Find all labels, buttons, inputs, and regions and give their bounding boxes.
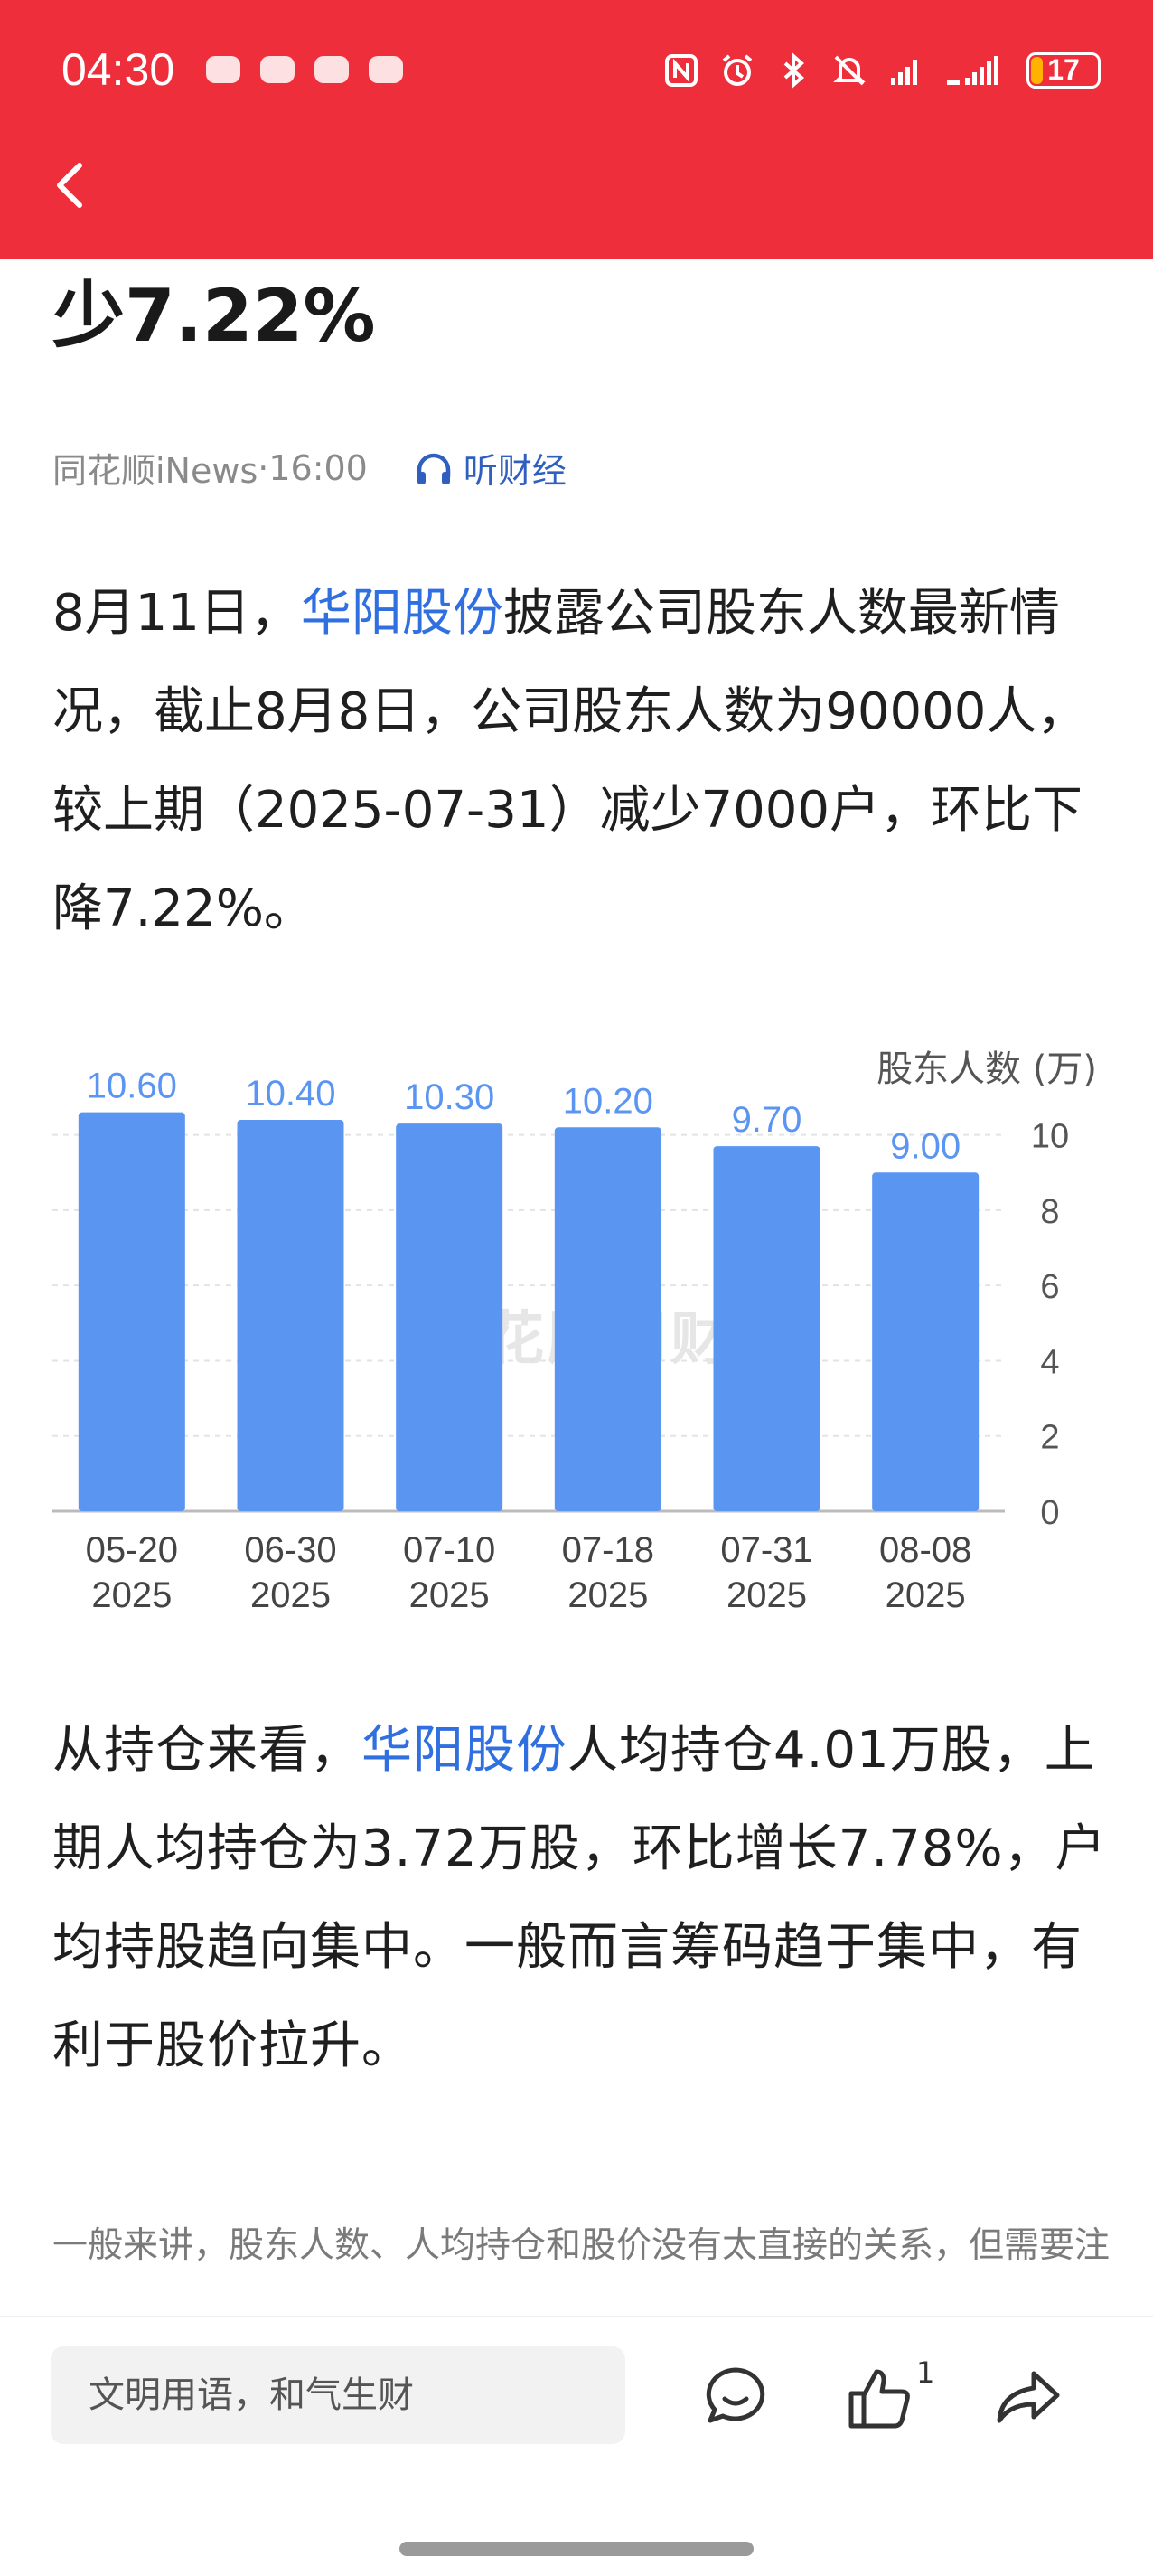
- x-tick-year: 2025: [409, 1575, 490, 1615]
- y-tick-label: 2: [1040, 1419, 1059, 1457]
- home-indicator[interactable]: [399, 2542, 754, 2556]
- share-icon[interactable]: [992, 2361, 1064, 2433]
- chart-plot: 0 2 4 6 8 10 10.60 05-20 2025 10.40 06-30 2025 10.30…: [52, 1067, 1069, 1615]
- alarm-icon: [722, 54, 753, 86]
- app-notification-icon: [314, 56, 349, 83]
- listen-finance-label: 听财经: [463, 451, 567, 491]
- x-tick-label: 06-30: [244, 1530, 336, 1570]
- article-paragraph: 从持仓来看，华阳股份人均持仓4.01万股，上期人均持仓为3.72万股，环比增长7…: [52, 1701, 1110, 2095]
- bar: [713, 1146, 820, 1511]
- y-tick-label: 6: [1040, 1268, 1059, 1306]
- like-icon[interactable]: [844, 2361, 916, 2433]
- x-tick-year: 2025: [726, 1575, 807, 1615]
- y-tick-label: 0: [1040, 1494, 1059, 1532]
- x-tick-label: 07-18: [562, 1530, 654, 1570]
- x-tick-year: 2025: [250, 1575, 331, 1615]
- battery-icon: 17: [1026, 52, 1101, 89]
- bottom-action-bar: 文明用语，和气生财 1: [0, 2316, 1153, 2576]
- mute-icon: [833, 55, 866, 86]
- listen-finance-button[interactable]: 听财经: [415, 443, 567, 493]
- back-chevron-icon[interactable]: [45, 158, 99, 212]
- bar-value-label: 10.60: [87, 1067, 177, 1106]
- signal-5g-icon: [947, 56, 998, 85]
- comment-input[interactable]: 文明用语，和气生财: [51, 2346, 625, 2444]
- battery-percent: 17: [1047, 53, 1080, 86]
- y-tick-label: 4: [1040, 1343, 1059, 1381]
- paragraph-text: 从持仓来看，: [52, 1721, 361, 1780]
- bar: [78, 1112, 185, 1511]
- bar-value-label: 10.40: [245, 1074, 335, 1114]
- app-notification-icon: [260, 56, 295, 83]
- stock-link[interactable]: 华阳股份: [361, 1721, 567, 1780]
- bar-value-label: 10.20: [563, 1081, 653, 1121]
- y-tick-label: 10: [1031, 1118, 1069, 1156]
- bar-value-label: 10.30: [404, 1077, 494, 1117]
- stock-link[interactable]: 华阳股份: [300, 584, 503, 643]
- shareholder-chart: 股东人数 (万) 同花顺问财 024681010.6005-20202510.4…: [0, 1030, 1153, 1645]
- nfc-icon: [665, 54, 698, 87]
- paragraph-text: 8月11日，: [52, 584, 301, 643]
- like-count: 1: [916, 2355, 935, 2390]
- x-tick-year: 2025: [91, 1575, 172, 1615]
- app-notification-icon: [369, 56, 403, 83]
- battery-level: [1031, 57, 1043, 84]
- status-icons: 17: [663, 52, 1101, 89]
- bar: [872, 1172, 980, 1511]
- x-tick-label: 05-20: [86, 1530, 178, 1570]
- article-meta: 同花顺iNews · 16:00 听财经: [52, 443, 567, 493]
- article-time: 16:00: [268, 447, 368, 488]
- bar-value-label: 9.70: [732, 1100, 802, 1140]
- article-paragraph: 8月11日，华阳股份披露公司股东人数最新情况，截止8月8日，公司股东人数为900…: [52, 564, 1110, 958]
- paragraph-text: 披露公司股东人数最新情况，截止8月8日，公司股东人数为90000人，较上期（20…: [52, 584, 1088, 938]
- comment-icon[interactable]: [699, 2361, 772, 2433]
- bar: [554, 1127, 661, 1511]
- meta-separator: ·: [258, 447, 269, 488]
- y-tick-label: 8: [1040, 1193, 1059, 1231]
- signal-icon: [891, 60, 917, 85]
- bluetooth-icon: [783, 52, 805, 89]
- paragraph-text: 人均持仓4.01万股，上期人均持仓为3.72万股，环比增长7.78%，户均持股趋…: [52, 1721, 1107, 2075]
- article-note: 一般来讲，股东人数、人均持仓和股价没有太直接的关系，但需要注意的是，如果股东人数…: [52, 2225, 1110, 2332]
- bar-value-label: 9.00: [890, 1126, 961, 1166]
- bar: [396, 1123, 503, 1511]
- notification-icons: [206, 56, 403, 83]
- x-tick-year: 2025: [567, 1575, 648, 1615]
- status-time: 04:30: [61, 44, 175, 95]
- article-headline: 少7.22%: [52, 274, 376, 358]
- x-tick-label: 07-31: [720, 1530, 812, 1570]
- article-source: 同花顺iNews: [52, 451, 258, 491]
- bar: [237, 1119, 344, 1511]
- app-notification-icon: [206, 56, 240, 83]
- x-tick-label: 07-10: [403, 1530, 495, 1570]
- x-tick-label: 08-08: [879, 1530, 971, 1570]
- headphones-icon: [417, 453, 451, 484]
- top-bar: 04:30 17: [0, 0, 1153, 259]
- x-tick-year: 2025: [886, 1575, 966, 1615]
- chart-ylabel: 股东人数 (万): [876, 1048, 1097, 1090]
